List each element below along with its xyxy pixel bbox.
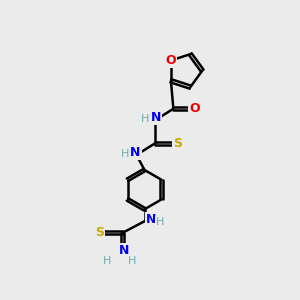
Text: O: O (166, 54, 176, 67)
Text: H: H (156, 218, 164, 227)
Text: H: H (128, 256, 136, 266)
Text: H: H (121, 149, 130, 159)
Text: N: N (146, 213, 156, 226)
Text: S: S (95, 226, 104, 239)
Text: H: H (141, 114, 149, 124)
Text: N: N (130, 146, 140, 159)
Text: S: S (173, 137, 182, 150)
Text: H: H (103, 256, 112, 266)
Text: N: N (118, 244, 129, 257)
Text: O: O (190, 102, 200, 115)
Text: N: N (151, 111, 161, 124)
